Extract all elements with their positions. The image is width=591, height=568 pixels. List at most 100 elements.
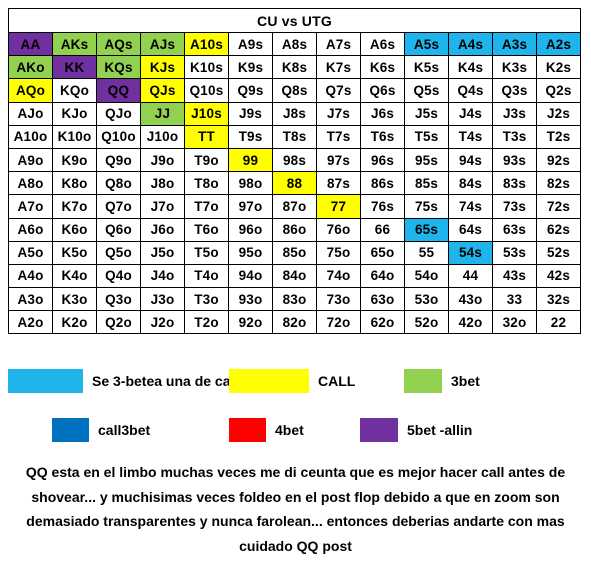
legend-swatch (52, 418, 89, 442)
hand-cell: 42o (449, 311, 493, 334)
hand-cell: Q9o (97, 148, 141, 171)
hand-cell: K10o (53, 125, 97, 148)
hand-cell: 63s (493, 218, 537, 241)
hand-cell: 33 (493, 288, 537, 311)
hand-cell: A4o (9, 264, 53, 287)
hand-cell: A6s (361, 33, 405, 56)
hand-cell: K10s (185, 56, 229, 79)
legend-swatch (229, 418, 266, 442)
hand-cell: 42s (537, 264, 581, 287)
hand-cell: 96o (229, 218, 273, 241)
hand-cell: QJo (97, 102, 141, 125)
range-chart: CU vs UTG AA AKs AQs AJs A10s A9s A8s A7s A6s A5s… (8, 8, 581, 344)
hand-cell: 98s (273, 148, 317, 171)
hand-cell: 32o (493, 311, 537, 334)
note-text: QQ esta en el limbo muchas veces me di c… (10, 460, 581, 558)
hand-cell: 84o (273, 264, 317, 287)
hand-cell: 64o (361, 264, 405, 287)
hand-cell: T4o (185, 264, 229, 287)
table-row: A2o K2o Q2o J2o T2o 92o 82o 72o 62o 52o 42o 32o 22 (9, 311, 581, 334)
hand-cell: 92o (229, 311, 273, 334)
hand-cell: J5o (141, 241, 185, 264)
table-row: AJo KJo QJo JJ J10s J9s J8s J7s J6s J5s J4s J3s J2s (9, 102, 581, 125)
hand-cell: AJo (9, 102, 53, 125)
legend-swatch (360, 418, 398, 442)
hand-cell: 84s (449, 172, 493, 195)
hand-cell: 97s (317, 148, 361, 171)
hand-cell: 86s (361, 172, 405, 195)
hand-cell: 63o (361, 288, 405, 311)
table-row: A6o K6o Q6o J6o T6o 96o 86o 76o 66 65s 64s 63s 62s (9, 218, 581, 241)
hand-cell: A10o (9, 125, 53, 148)
hand-cell: A5o (9, 241, 53, 264)
hand-cell: T7o (185, 195, 229, 218)
legend-swatch (229, 369, 309, 393)
hand-cell: 76o (317, 218, 361, 241)
legend-item: 5bet -allin (360, 418, 472, 442)
hand-cell: A3o (9, 288, 53, 311)
hand-cell: K5o (53, 241, 97, 264)
table-row: A5o K5o Q5o J5o T5o 95o 85o 75o 65o 55 54s 53s 52s (9, 241, 581, 264)
legend-label: 5bet -allin (407, 422, 472, 438)
hand-cell: T5o (185, 241, 229, 264)
hand-cell: QJs (141, 79, 185, 102)
hand-cell: A4s (449, 33, 493, 56)
hand-cell: 85s (405, 172, 449, 195)
hand-cell: J6o (141, 218, 185, 241)
hand-cell: Q9s (229, 79, 273, 102)
hand-cell: AKo (9, 56, 53, 79)
hand-cell: T8o (185, 172, 229, 195)
hand-cell: T2s (537, 125, 581, 148)
hand-cell: KJo (53, 102, 97, 125)
hand-cell: K2s (537, 56, 581, 79)
hand-cell: J10o (141, 125, 185, 148)
table-row: A10o K10o Q10o J10o TT T9s T8s T7s T6s T5s T4s T3s T… (9, 125, 581, 148)
hand-cell: T8s (273, 125, 317, 148)
table-row: A9o K9o Q9o J9o T9o 99 98s 97s 96s 95s 94s 93s 92s (9, 148, 581, 171)
hand-cell: 82o (273, 311, 317, 334)
hand-cell: J9o (141, 148, 185, 171)
hand-cell: 43o (449, 288, 493, 311)
hand-cell: K7o (53, 195, 97, 218)
hand-cell: 72o (317, 311, 361, 334)
hand-cell: 62o (361, 311, 405, 334)
hand-cell: K4o (53, 264, 97, 287)
hand-cell: A10s (185, 33, 229, 56)
hand-cell: Q7o (97, 195, 141, 218)
hand-cell: 55 (405, 241, 449, 264)
legend-item: Se 3-betea una de cada 4 (8, 369, 259, 393)
hand-cell: 65s (405, 218, 449, 241)
hand-cell: 72s (537, 195, 581, 218)
hand-cell: 87o (273, 195, 317, 218)
hand-cell: T5s (405, 125, 449, 148)
legend-label: CALL (318, 373, 355, 389)
hand-cell: K8s (273, 56, 317, 79)
hand-cell: 83s (493, 172, 537, 195)
hand-cell: A9o (9, 148, 53, 171)
hand-cell: Q7s (317, 79, 361, 102)
hand-cell: J3s (493, 102, 537, 125)
hand-cell: 53o (405, 288, 449, 311)
hand-cell: Q3s (493, 79, 537, 102)
hand-cell: 93o (229, 288, 273, 311)
hand-cell: Q2o (97, 311, 141, 334)
hand-cell: Q10o (97, 125, 141, 148)
legend-item: 4bet (229, 418, 304, 442)
legend-swatch (404, 369, 442, 393)
hand-cell: K9s (229, 56, 273, 79)
hand-cell: Q6s (361, 79, 405, 102)
hand-cell: K2o (53, 311, 97, 334)
hand-cell: 52s (537, 241, 581, 264)
legend-item: call3bet (52, 418, 150, 442)
hand-cell: 94s (449, 148, 493, 171)
hand-cell: K3o (53, 288, 97, 311)
legend-label: 3bet (451, 373, 480, 389)
hand-cell: 87s (317, 172, 361, 195)
hand-cell: 85o (273, 241, 317, 264)
hand-cell: 62s (537, 218, 581, 241)
hand-cell: 32s (537, 288, 581, 311)
hand-cell: K4s (449, 56, 493, 79)
hand-cell: J10s (185, 102, 229, 125)
hand-cell: A6o (9, 218, 53, 241)
hand-cell: T6o (185, 218, 229, 241)
